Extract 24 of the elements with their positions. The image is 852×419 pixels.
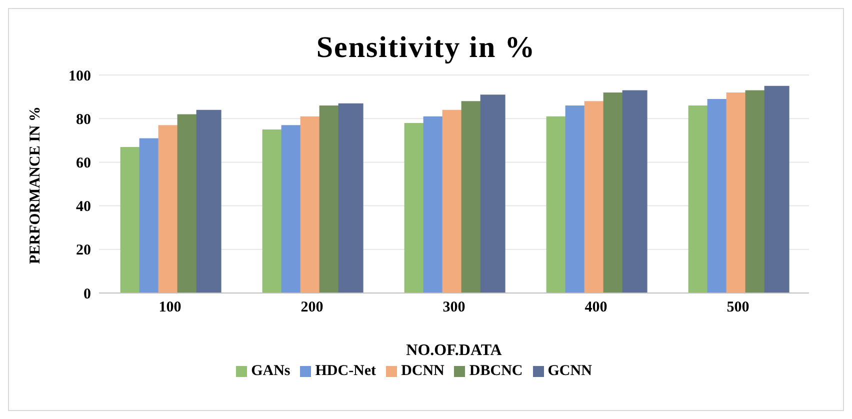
y-tick-label: 40	[76, 199, 91, 216]
y-tick-label: 100	[68, 68, 91, 84]
bar	[480, 94, 506, 293]
y-tick-label: 80	[76, 112, 91, 128]
legend-label: DCNN	[401, 363, 444, 379]
y-axis-title: PERFORMANCE IN %	[27, 106, 44, 264]
bar	[622, 90, 648, 293]
chart-title: Sensitivity in %	[315, 31, 537, 65]
bar	[196, 110, 222, 293]
bar	[764, 86, 790, 293]
x-tick-label: 100	[158, 300, 182, 316]
y-tick-label: 0	[84, 286, 91, 302]
bar	[338, 103, 364, 293]
legend-label: HDC-Net	[315, 363, 376, 379]
legend-label: DBCNC	[469, 363, 523, 379]
y-tick-label: 60	[76, 156, 91, 172]
x-tick-label: 200	[300, 300, 324, 316]
legend-label: GANs	[251, 363, 290, 379]
x-tick-label: 400	[584, 300, 608, 316]
x-tick-label: 500	[726, 300, 750, 316]
y-tick-label: 20	[76, 242, 91, 259]
legend-label: GCNN	[548, 363, 592, 379]
x-tick-label: 300	[442, 300, 466, 316]
x-axis-title: NO.OF.DATA	[406, 342, 502, 359]
